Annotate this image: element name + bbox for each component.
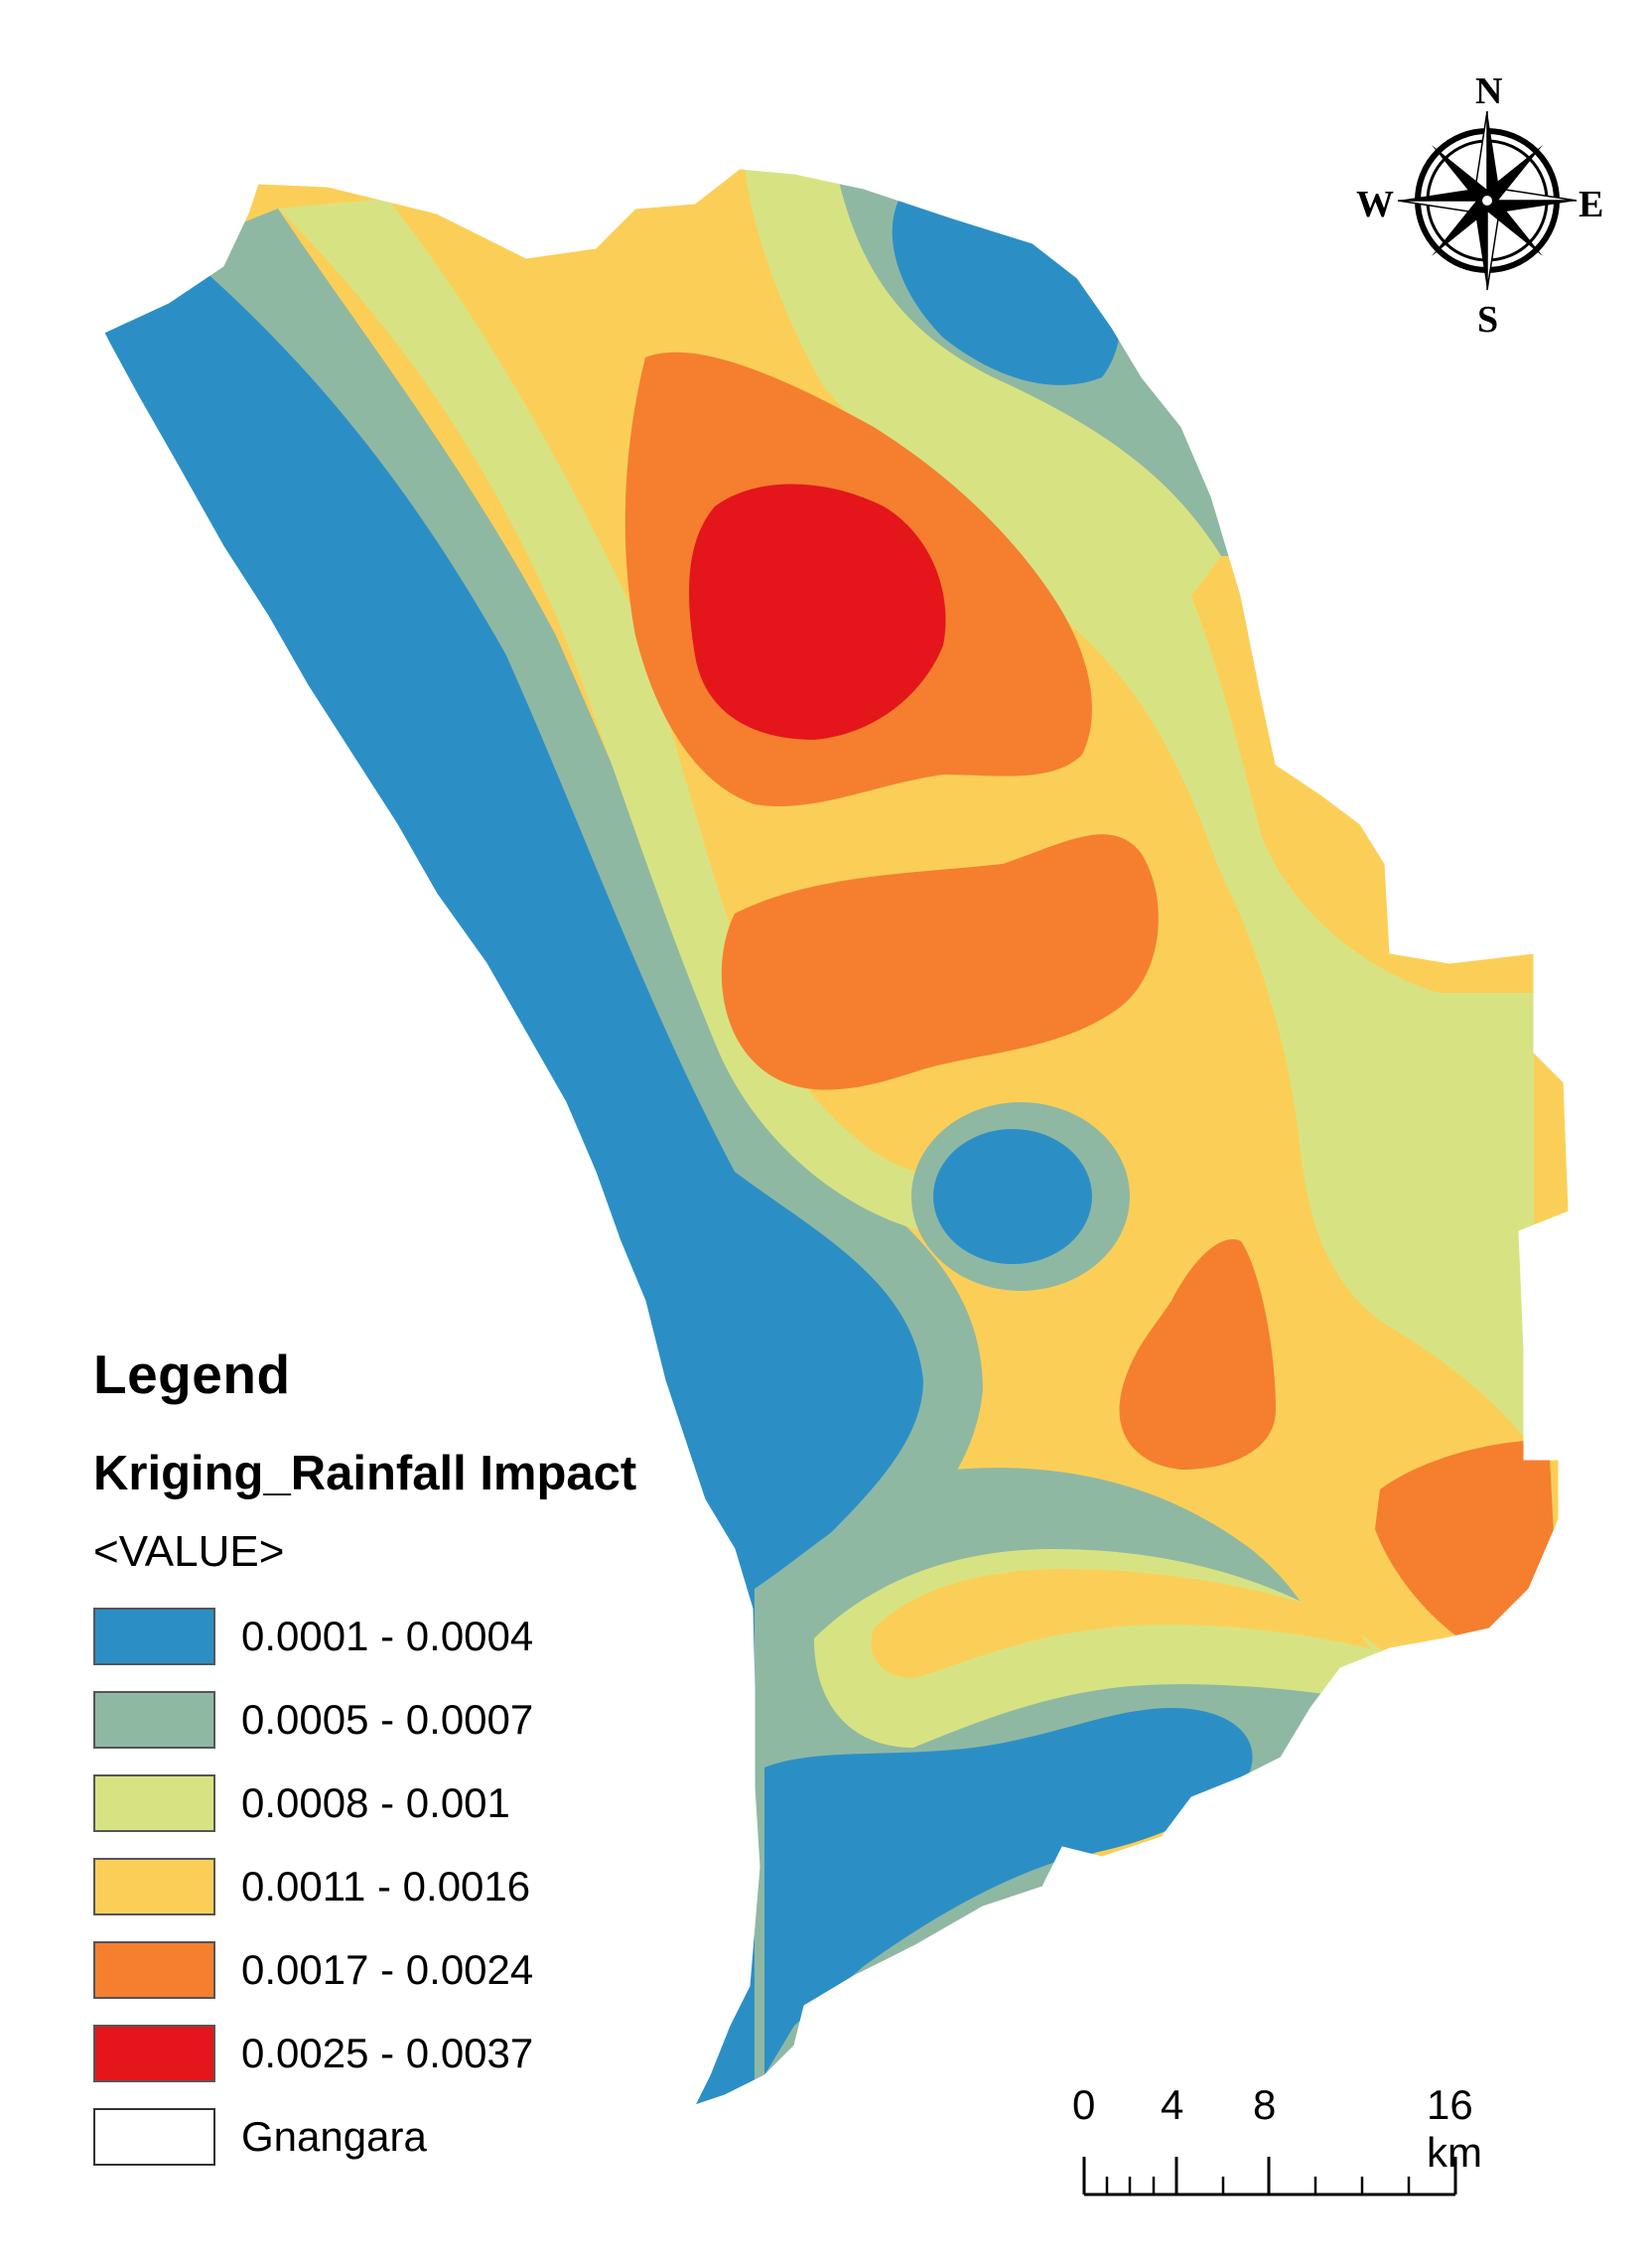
legend-swatch xyxy=(93,1858,215,1915)
compass-north-label: N xyxy=(1475,71,1503,112)
legend-field-name: <VALUE> xyxy=(93,1527,285,1576)
legend-item-label: 0.0011 - 0.0016 xyxy=(241,1863,531,1909)
zone-low-south xyxy=(764,1708,1253,2075)
zone-high-south-lg xyxy=(871,1569,1370,1678)
legend: Legend Kriging_Rainfall Impact <VALUE> 0… xyxy=(93,1343,729,2189)
region-outline xyxy=(103,168,1570,2106)
legend-boundary-swatch xyxy=(93,2108,215,2166)
compass-east-label: E xyxy=(1579,184,1604,225)
legend-item: 0.0011 - 0.0016 xyxy=(93,1855,729,1918)
legend-item: 0.0025 - 0.0037 xyxy=(93,2022,729,2085)
scale-label-4: 4 xyxy=(1161,2081,1184,2128)
legend-swatch xyxy=(93,1608,215,1665)
legend-layer-name: Kriging_Rainfall Impact xyxy=(93,1447,637,1500)
legend-item-label: 0.0008 - 0.001 xyxy=(241,1779,510,1826)
zone-light-west xyxy=(278,199,943,1231)
legend-title: Legend xyxy=(93,1344,291,1405)
zone-red-core xyxy=(689,484,946,740)
scale-bar: 0 4 8 16 km xyxy=(1072,2081,1489,2200)
scale-label-8: 8 xyxy=(1253,2081,1277,2128)
legend-swatch xyxy=(93,1941,215,1999)
legend-item-boundary: Gnangara xyxy=(93,2105,729,2169)
compass-south-label: S xyxy=(1477,299,1499,341)
zone-orange-se xyxy=(1375,1440,1559,1638)
legend-item: 0.0005 - 0.0007 xyxy=(93,1688,729,1752)
scale-label-0: 0 xyxy=(1072,2081,1096,2128)
legend-swatch xyxy=(93,2025,215,2082)
legend-item: 0.0017 - 0.0024 xyxy=(93,1938,729,2002)
zone-orange-mid xyxy=(721,834,1159,1090)
legend-item-label: 0.0025 - 0.0037 xyxy=(241,2030,534,2076)
scale-bar-ruler xyxy=(1082,2157,1457,2196)
legend-swatch xyxy=(93,1774,215,1832)
zone-low-center xyxy=(933,1129,1092,1264)
legend-item-label: 0.0017 - 0.0024 xyxy=(241,1946,534,1993)
legend-swatch xyxy=(93,1691,215,1749)
legend-item: 0.0008 - 0.001 xyxy=(93,1771,729,1835)
legend-boundary-label: Gnangara xyxy=(241,2113,427,2160)
north-arrow: N S E W xyxy=(1348,70,1626,357)
legend-item-label: 0.0005 - 0.0007 xyxy=(241,1696,534,1743)
compass-west-label: W xyxy=(1356,184,1394,225)
zone-mid-west xyxy=(179,209,983,1589)
zone-light-ne-top xyxy=(764,169,1221,596)
zone-orange-east xyxy=(1119,1239,1276,1470)
legend-item: 0.0001 - 0.0004 xyxy=(93,1605,729,1668)
compass-rose-icon xyxy=(1397,110,1578,291)
legend-item-label: 0.0001 - 0.0004 xyxy=(241,1613,534,1659)
